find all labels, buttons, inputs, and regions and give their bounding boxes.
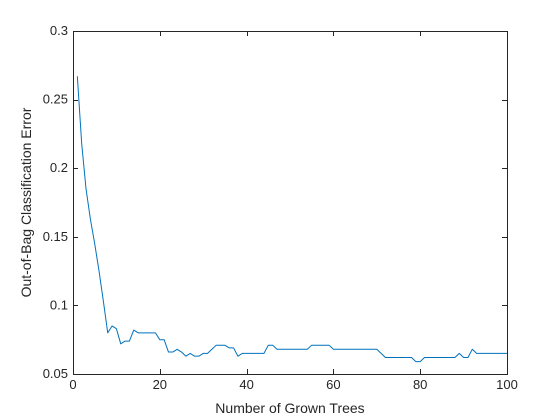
x-tick-label: 60 bbox=[326, 377, 340, 392]
x-tick-label: 100 bbox=[496, 377, 518, 392]
y-tick-label: 0.3 bbox=[50, 23, 68, 38]
y-axis-ticks: 0.05 0.1 0.15 0.2 0.25 0.3 bbox=[43, 23, 507, 381]
x-tick-label: 80 bbox=[413, 377, 427, 392]
y-tick-label: 0.05 bbox=[43, 366, 68, 381]
y-tick-label: 0.25 bbox=[43, 92, 68, 107]
y-tick-label: 0.15 bbox=[43, 229, 68, 244]
x-tick-label: 20 bbox=[153, 377, 167, 392]
y-axis-label: Out-of-Bag Classification Error bbox=[18, 107, 34, 297]
x-axis-label: Number of Grown Trees bbox=[215, 400, 364, 416]
axes-frame bbox=[73, 31, 508, 375]
x-tick-label: 0 bbox=[69, 377, 76, 392]
plot-area bbox=[76, 76, 507, 363]
x-axis-ticks: 0 20 40 60 80 100 bbox=[69, 31, 518, 392]
axes-box bbox=[73, 31, 508, 375]
series-line bbox=[76, 76, 507, 363]
x-tick-label: 40 bbox=[239, 377, 253, 392]
y-tick-label: 0.1 bbox=[50, 297, 68, 312]
y-tick-label: 0.2 bbox=[50, 160, 68, 175]
